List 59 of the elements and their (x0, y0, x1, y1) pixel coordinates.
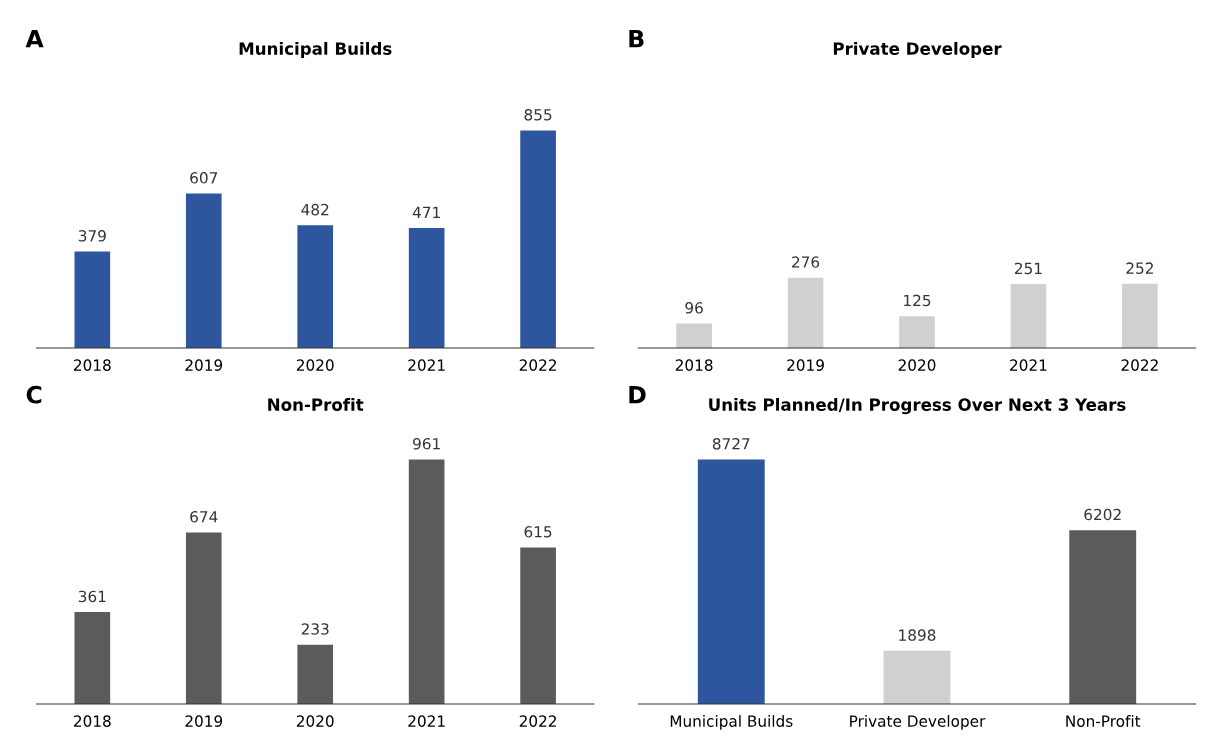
text: A (25, 30, 44, 48)
data-label: 125 (904, 294, 931, 307)
text: C (26, 385, 42, 404)
x-tick-label: 2018 (74, 359, 111, 371)
bar (297, 644, 334, 704)
data-label: 607 (190, 172, 218, 184)
bar (185, 532, 222, 704)
data-label: 379 (78, 230, 106, 242)
bar (1010, 284, 1047, 348)
x-tick-label: 2018 (675, 359, 713, 371)
x-tick-label: 2019 (185, 359, 223, 371)
x-tick-label: 2021 (408, 715, 445, 727)
x-tick-label: 2019 (787, 359, 824, 371)
data-label: 8727 (712, 437, 750, 450)
data-label: 233 (301, 623, 329, 635)
bar (899, 316, 935, 348)
bar (520, 130, 556, 348)
text: D (629, 386, 646, 404)
x-tick-label: 2022 (519, 715, 556, 727)
chart-title: Private Developer (833, 41, 1002, 59)
x-tick-label: 2020 (898, 359, 936, 371)
bar (408, 459, 445, 704)
chart-title: Municipal Builds (239, 41, 392, 59)
x-tick-label: Non-Profit (1066, 715, 1141, 727)
x-tick-label: 2020 (296, 359, 334, 371)
data-label: 252 (1126, 262, 1153, 274)
data-label: 615 (524, 526, 552, 538)
bar (297, 225, 334, 348)
bar (520, 547, 556, 704)
data-label: 961 (413, 437, 440, 450)
data-label: 471 (412, 206, 440, 218)
x-tick-label: 2018 (74, 715, 111, 727)
data-label: 674 (190, 511, 218, 523)
data-label: 96 (685, 302, 703, 314)
x-tick-label: 2021 (408, 359, 445, 371)
chart-title: Non-Profit (268, 397, 364, 411)
bar (676, 323, 712, 348)
data-label: 482 (301, 203, 329, 216)
x-tick-label: 2022 (519, 359, 556, 371)
bar (787, 277, 824, 348)
data-label: 251 (1014, 262, 1042, 275)
data-label: 276 (792, 256, 820, 268)
bar (185, 193, 222, 348)
chart-title: Units Planned/In Progress Over Next 3 Years (709, 397, 1126, 415)
x-tick-label: 2021 (1010, 359, 1047, 371)
bar (408, 228, 445, 348)
x-tick-label: Municipal Builds (670, 715, 793, 730)
x-tick-label: 2022 (1121, 359, 1158, 371)
x-tick-label: 2020 (296, 715, 334, 727)
bar (74, 251, 111, 348)
data-label: 6202 (1084, 508, 1121, 521)
text: B (629, 30, 644, 48)
data-label: 361 (78, 590, 106, 603)
x-tick-label: Private Developer (850, 715, 986, 730)
data-label: 1898 (899, 629, 936, 641)
x-tick-label: 2019 (185, 715, 223, 727)
data-label: 855 (524, 108, 552, 121)
bar (74, 612, 111, 704)
bar (1122, 283, 1158, 348)
